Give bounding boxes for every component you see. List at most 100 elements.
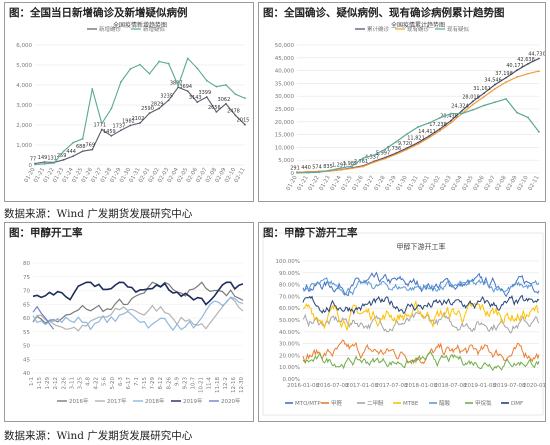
y-tick-label: 5,000 <box>278 158 294 164</box>
data-label: 44,730 <box>528 51 546 57</box>
data-point <box>196 101 199 104</box>
x-tick-label: 2-26 <box>61 377 67 390</box>
x-tick-label: 2018-01-08 <box>405 383 437 389</box>
y-tick-label: 45 <box>23 357 30 363</box>
y-tick-label: 0 <box>291 171 295 177</box>
series-line-4 <box>32 305 55 330</box>
source-note: 数据来源：Wind 广发期货发展研究中心 <box>4 430 193 442</box>
chart-panel-methanol-op: 图：甲醇开工率 40 45 50 55 60 65 70 75 80 1-1 1-15 1-29 2-1… <box>4 222 254 422</box>
data-point <box>483 104 485 107</box>
data-point <box>91 87 94 90</box>
data-point <box>329 169 331 172</box>
data-label: 2102 <box>132 116 145 122</box>
data-label: 37,198 <box>495 71 513 77</box>
x-tick-label: 2020-01-08 <box>523 383 546 389</box>
data-point <box>417 143 419 145</box>
data-point <box>120 129 122 132</box>
data-label: 7,736 <box>387 146 401 152</box>
data-point <box>225 102 227 105</box>
y-tick-label: 40.00% <box>279 330 300 336</box>
y-tick-label: 6,000 <box>16 43 32 49</box>
x-tick-label: 1-15 <box>37 377 43 390</box>
legend-label: MTBE <box>403 401 419 407</box>
data-point <box>158 107 160 110</box>
y-tick-label: 20.00% <box>279 353 300 359</box>
chart-title: 全国疫情新增趋势图 <box>113 21 167 29</box>
data-point <box>395 153 397 156</box>
data-point <box>340 169 342 171</box>
y-tick-label: 60.00% <box>279 306 300 312</box>
data-point <box>505 76 507 79</box>
data-point <box>483 92 485 95</box>
x-tick-label: 5-20 <box>110 377 116 390</box>
y-tick-label: 10,000 <box>275 145 295 151</box>
data-label: 3143 <box>189 95 202 101</box>
data-point <box>494 83 496 86</box>
data-point <box>215 110 218 113</box>
data-point <box>110 134 113 137</box>
data-point <box>439 129 441 132</box>
data-point <box>91 148 94 151</box>
data-point <box>538 130 540 133</box>
legend-label: 2019年 <box>183 397 203 405</box>
y-tick-label: 70 <box>23 289 30 295</box>
x-tick-label: 1-1 <box>29 377 35 386</box>
data-label: 14,411 <box>418 129 436 135</box>
chart-frame <box>262 232 544 416</box>
x-tick-label: 6-3 <box>118 377 124 386</box>
downstream-op-chart: 甲醇下游开工率 0.00% 10.00% 20.00% 30.00% 40.00% 50.0… <box>262 232 546 416</box>
data-point <box>461 112 463 115</box>
legend-label: 新增疑似 <box>143 25 166 33</box>
data-point <box>81 150 84 153</box>
legend-label: 醋酸 <box>439 399 451 407</box>
data-label: 2656 <box>208 105 221 111</box>
y-tick-label: 35,000 <box>275 81 295 87</box>
data-point <box>72 141 75 144</box>
series-line-3 <box>302 299 540 332</box>
data-point <box>439 127 441 130</box>
data-point <box>215 85 218 88</box>
data-point <box>167 62 170 65</box>
x-tick-label: 8-26 <box>166 377 172 390</box>
legend-label: 现有确诊 <box>407 25 430 33</box>
data-point <box>384 157 386 160</box>
data-point <box>516 111 518 114</box>
x-tick-label: 1-29 <box>45 377 51 390</box>
x-tick-label: 12-16 <box>231 377 237 393</box>
x-tick-label: 2-12 <box>53 377 59 389</box>
y-tick-label: 40 <box>23 371 30 377</box>
series-line-4 <box>302 276 540 296</box>
series-line-3 <box>32 281 244 306</box>
legend-label: DMF <box>511 401 523 407</box>
y-tick-label: 30,000 <box>275 94 295 100</box>
data-label: 42,638 <box>517 57 535 63</box>
data-point <box>373 161 375 164</box>
data-point <box>186 57 189 60</box>
data-label: 28,018 <box>462 94 480 100</box>
data-point <box>307 171 309 174</box>
panel-title: 图：甲醇开工率 <box>9 227 83 239</box>
data-label: 149 <box>38 155 48 161</box>
data-label: 2590 <box>141 106 154 112</box>
y-tick-label: 60 <box>23 316 30 322</box>
data-point <box>472 103 474 106</box>
data-point <box>538 57 540 60</box>
data-point <box>373 154 375 157</box>
data-point <box>72 155 75 158</box>
data-point <box>417 126 419 128</box>
y-tick-label: 50,000 <box>275 43 295 49</box>
x-tick-label: 2019-07-08 <box>494 383 526 389</box>
data-point <box>43 162 46 165</box>
y-tick-label: 0 <box>29 163 33 169</box>
daily-new-chart: 全国疫情新增趋势图 0 1,000 2,000 3,000 4,000 5,000 6,000… <box>16 21 249 184</box>
data-point <box>505 81 507 84</box>
chart-panel-downstream-op: 图：甲醇下游开工率 甲醇下游开工率 0.00% 10.00% 20.00% 30.00%… <box>258 222 546 422</box>
y-tick-label: 80 <box>23 261 30 267</box>
x-tick-label: 7-15 <box>142 377 148 390</box>
series-line-1 <box>302 339 540 365</box>
data-point <box>129 67 132 70</box>
y-tick-label: 5,000 <box>16 63 32 69</box>
legend-label: 甲醛 <box>331 399 343 407</box>
data-label: 2478 <box>227 108 240 114</box>
chart-title: 全国疫情累计趋势图 <box>391 21 445 29</box>
